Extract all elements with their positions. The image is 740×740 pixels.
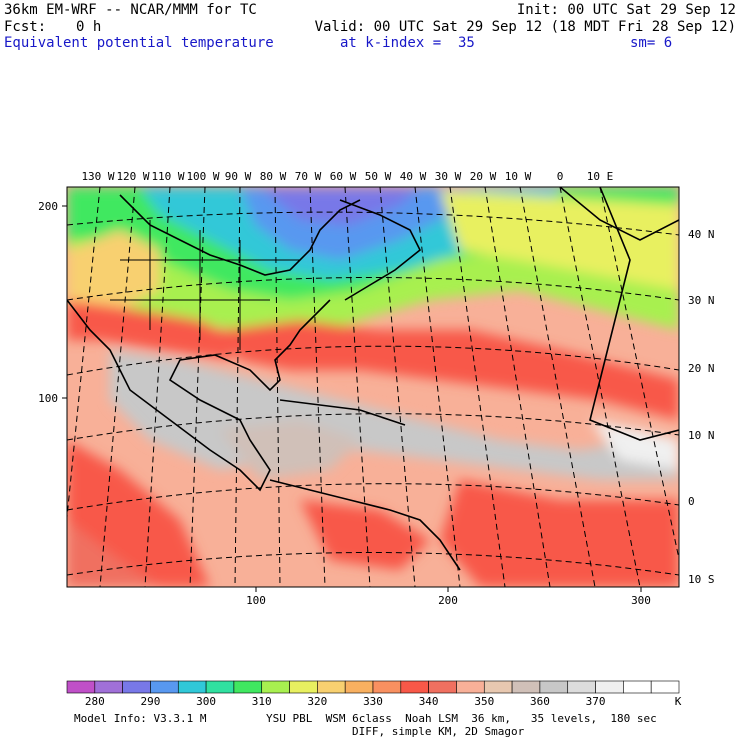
lon-label: 100 W <box>186 170 219 183</box>
smoothing: sm= 6 <box>630 35 673 51</box>
level-index: at k-index = 35 <box>340 35 475 51</box>
lat-label: 40 N <box>688 228 715 241</box>
grid-bottom-label-200: 200 <box>438 594 458 607</box>
forecast-hour: 0 h <box>76 19 102 35</box>
colorbar-swatch <box>94 680 123 694</box>
longitude-labels: 130 W 120 W 110 W 100 W 90 W 80 W 70 W 60 W 50 W… <box>81 170 613 183</box>
lon-label: 10 W <box>505 170 532 183</box>
lat-label: 0 <box>688 495 695 508</box>
colorbar-swatch <box>400 680 429 694</box>
colorbar-swatch <box>233 680 263 694</box>
lon-label: 50 W <box>365 170 392 183</box>
colorbar-swatch <box>539 680 569 694</box>
colorbar-unit: K <box>675 695 682 708</box>
colorbar-label: 300 <box>196 695 216 708</box>
lon-label: 10 E <box>587 170 614 183</box>
colorbar-swatch <box>205 680 235 694</box>
colorbar-swatch <box>66 680 96 694</box>
lat-label: 20 N <box>688 362 715 375</box>
colorbar-label: 360 <box>530 695 550 708</box>
colorbar-label: 370 <box>586 695 606 708</box>
colorbar-swatch <box>650 680 680 694</box>
colorbar-swatch <box>567 680 596 694</box>
colorbar-label: 340 <box>419 695 439 708</box>
grid-left-label-200: 200 <box>38 200 58 213</box>
colorbar <box>66 680 680 694</box>
colorbar-swatch <box>511 680 541 694</box>
lon-label: 40 W <box>400 170 427 183</box>
theta-e-field <box>67 187 679 587</box>
grid-bottom-label-300: 300 <box>631 594 651 607</box>
grid-left-label-100: 100 <box>38 392 58 405</box>
colorbar-swatch <box>372 680 402 694</box>
colorbar-swatch <box>623 680 652 694</box>
colorbar-swatch <box>483 680 513 694</box>
lon-label: 70 W <box>295 170 322 183</box>
colorbar-label: 310 <box>252 695 272 708</box>
colorbar-swatch <box>261 680 290 694</box>
physics-info: YSU PBL WSM 6class Noah LSM 36 km, 35 le… <box>266 712 657 725</box>
colorbar-swatch <box>317 680 346 694</box>
colorbar-label: 320 <box>307 695 327 708</box>
diffusion-info: DIFF, simple KM, 2D Smagor <box>352 725 525 738</box>
colorbar-label: 280 <box>85 695 105 708</box>
lon-label: 120 W <box>116 170 149 183</box>
grid-bottom-label-100: 100 <box>246 594 266 607</box>
colorbar-swatch <box>428 680 457 694</box>
colorbar-swatch <box>150 680 179 694</box>
lat-label: 10 N <box>688 429 715 442</box>
colorbar-swatch <box>289 680 318 694</box>
colorbar-swatch <box>177 680 207 694</box>
colorbar-swatch <box>344 680 374 694</box>
colorbar-label: 330 <box>363 695 383 708</box>
lon-label: 60 W <box>330 170 357 183</box>
coastlines <box>67 187 679 571</box>
lon-label: 80 W <box>260 170 287 183</box>
colorbar-label: 290 <box>141 695 161 708</box>
lon-label: 20 W <box>470 170 497 183</box>
forecast-label: Fcst: <box>4 19 47 35</box>
latitude-labels: 40 N 30 N 20 N 10 N 0 10 S <box>688 228 715 586</box>
lon-label: 0 <box>557 170 564 183</box>
lat-label: 30 N <box>688 294 715 307</box>
colorbar-label: 350 <box>474 695 494 708</box>
lon-label: 130 W <box>81 170 114 183</box>
init-time: Init: 00 UTC Sat 29 Sep 12 <box>516 2 736 18</box>
colorbar-swatch <box>122 680 151 694</box>
lat-label: 10 S <box>688 573 715 586</box>
lon-label: 30 W <box>435 170 462 183</box>
model-title: 36km EM-WRF -- NCAR/MMM for TC <box>4 2 257 18</box>
colorbar-swatch <box>595 680 624 694</box>
field-name: Equivalent potential temperature <box>4 35 274 51</box>
lon-label: 110 W <box>151 170 184 183</box>
valid-time: Valid: 00 UTC Sat 29 Sep 12 (18 MDT Fri … <box>314 19 736 35</box>
lon-label: 90 W <box>225 170 252 183</box>
model-info: Model Info: V3.3.1 M <box>74 712 207 725</box>
colorbar-labels: 280 290 300 310 320 330 340 350 360 370 <box>85 695 606 708</box>
colorbar-swatch <box>456 680 485 694</box>
